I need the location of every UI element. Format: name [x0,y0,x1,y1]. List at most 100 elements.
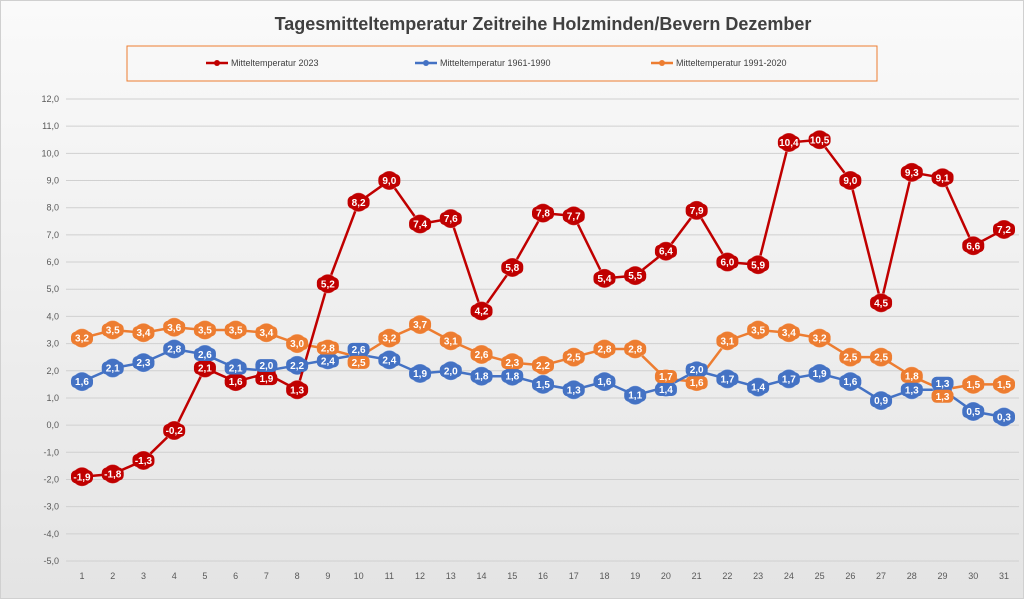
legend-entry: Mitteltemperatur 2023 [231,58,319,68]
x-tick-label: 1 [79,571,84,581]
data-label-background [470,304,493,318]
data-label-background [316,354,339,368]
data-label: 1,4 [751,383,765,394]
data-label: 1,8 [475,372,489,383]
data-label: 2,8 [598,345,612,356]
data-label-background [624,269,647,283]
y-tick-label: -5,0 [43,556,59,566]
data-label-background [224,323,247,337]
data-label: 2,1 [198,364,212,375]
data-label: 7,4 [413,220,427,231]
data-label-background [101,323,124,337]
x-tick-label: 25 [815,571,825,581]
data-label: 7,9 [690,206,704,217]
data-label: 3,0 [290,339,304,350]
legend-marker [214,60,220,66]
data-label: 3,2 [75,334,89,345]
data-label-background [101,467,124,481]
data-label-background [870,394,893,408]
data-label: 3,4 [137,328,151,339]
y-tick-label: 7,0 [46,230,59,240]
data-label: 2,0 [690,365,704,376]
x-tick-label: 11 [385,571,394,581]
y-tick-label: 3,0 [46,339,59,349]
data-label: 1,9 [813,369,827,380]
data-label: 3,1 [444,336,458,347]
data-label-background [654,369,677,383]
data-label: 10,4 [779,138,799,149]
data-label-background [993,222,1015,236]
data-label-background [624,388,647,402]
data-label: 8,2 [352,198,366,209]
data-label-background [839,174,862,188]
data-label: 1,3 [936,392,950,403]
data-label-background [716,255,739,269]
data-label: 1,6 [598,377,612,388]
x-tick-label: 21 [692,571,702,581]
data-label-background [685,376,708,390]
series-line [81,138,1005,478]
data-label: 2,5 [352,358,366,369]
data-label: 0,5 [966,407,980,418]
data-label: -1,3 [135,456,153,467]
data-label: 3,4 [259,328,273,339]
data-label-background [71,470,93,484]
data-label-background [470,369,493,383]
data-label-background [777,372,800,386]
data-label: 2,0 [444,366,458,377]
data-label-background [378,174,401,188]
data-label: 1,9 [259,374,273,385]
legend-box [126,45,878,82]
x-tick-label: 23 [753,571,763,581]
data-label-background [993,377,1015,391]
data-label-background [286,383,309,397]
x-tick-label: 3 [141,571,146,581]
data-label: 1,6 [229,377,243,388]
data-label-background [532,377,554,391]
x-tick-label: 26 [845,571,855,581]
data-label-background [654,382,677,396]
data-label: 1,3 [567,385,581,396]
data-label-background [163,424,186,438]
data-label-background [962,239,985,253]
data-label: 2,6 [198,350,212,361]
data-label-background [962,405,985,419]
y-tick-label: 0,0 [46,420,59,430]
data-label-background [532,206,554,220]
y-tick-label: 5,0 [46,284,59,294]
data-label: 9,0 [843,176,857,187]
data-label-background [808,366,831,380]
data-label: 1,4 [659,385,673,396]
data-label: 2,8 [167,345,181,356]
data-label-background [255,359,278,373]
data-label: 7,6 [444,214,458,225]
y-axis-ticks: 12,0 11,0 10,0 9,0 8,0 7,0 6,0 5,0 4,0 3,0 2,0 1,0 0… [41,94,59,566]
data-label-background [808,331,831,345]
data-label-background [777,326,800,340]
data-label-background [900,383,923,397]
data-label-background [132,326,155,340]
data-label: 3,1 [720,336,734,347]
data-label: 2,8 [628,345,642,356]
data-label-background [101,361,124,375]
data-label-background [255,326,278,340]
data-label: 7,7 [567,211,581,222]
y-tick-label: 12,0 [41,94,59,104]
y-tick-label: 9,0 [46,176,59,186]
data-label-background [532,358,554,372]
data-label-background [409,318,432,332]
data-label-background [747,323,770,337]
data-label: 3,7 [413,320,427,331]
data-label: 10,5 [810,135,830,146]
legend-marker [423,60,429,66]
y-tick-label: 10,0 [41,148,59,158]
data-label-background [777,135,800,149]
data-label: 2,1 [229,364,243,375]
data-label-background [224,361,247,375]
y-tick-label: 1,0 [46,393,59,403]
x-tick-label: 16 [538,571,548,581]
data-label-background [870,350,893,364]
data-label-background [501,369,524,383]
data-label: 6,6 [966,241,980,252]
